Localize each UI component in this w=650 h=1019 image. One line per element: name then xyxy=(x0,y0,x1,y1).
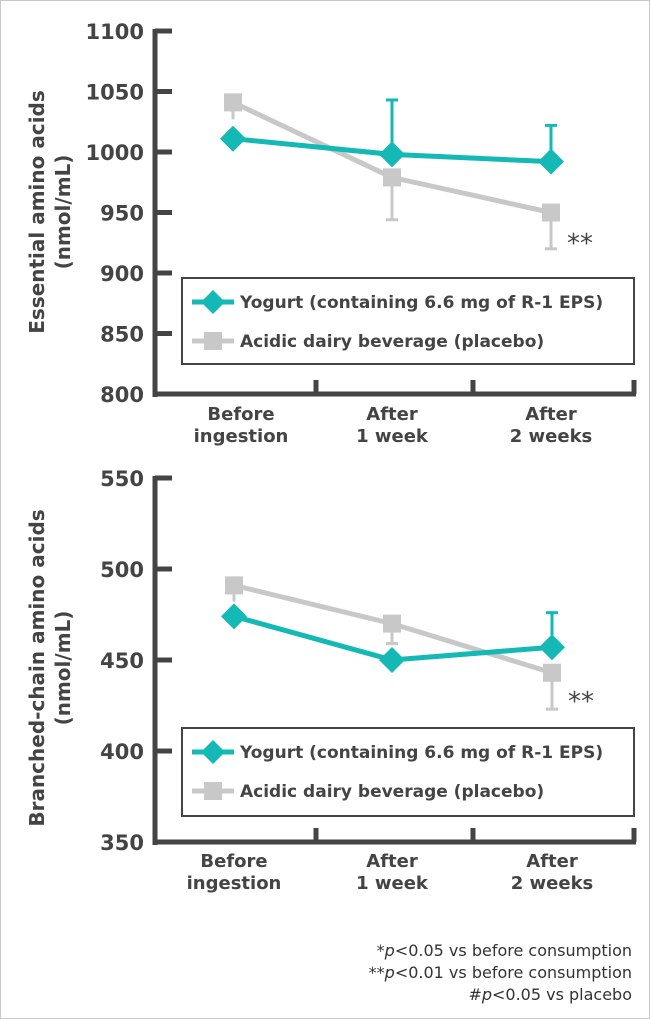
legend-placebo-label: Acidic dairy beverage (placebo) xyxy=(240,332,544,352)
yogurt-data-point xyxy=(379,141,405,168)
y-tick-label: 900 xyxy=(100,262,144,286)
y-tick-label: 850 xyxy=(100,323,144,347)
legend-box xyxy=(181,727,635,817)
placebo-data-point xyxy=(383,614,401,633)
yogurt-data-point xyxy=(379,647,405,673)
placebo-data-point xyxy=(542,203,560,222)
legend-yogurt-diamond-icon xyxy=(201,290,225,314)
yogurt-data-point xyxy=(538,148,564,175)
footnote-3: #p<0.05 vs placebo xyxy=(468,985,632,1004)
placebo-data-point xyxy=(224,93,242,112)
y-axis-title: Branched-chain amino acids xyxy=(25,509,49,826)
y-tick-label: 400 xyxy=(100,740,144,764)
y-axis-title: Essential amino acids xyxy=(25,90,49,334)
x-tick-label: After 1 week xyxy=(356,404,429,447)
legend-placebo-label: Acidic dairy beverage (placebo) xyxy=(240,782,544,802)
footnote-2: **p<0.01 vs before consumption xyxy=(369,963,632,982)
x-tick-label: Before ingestion xyxy=(194,404,289,447)
yogurt-data-point xyxy=(220,125,246,152)
placebo-data-point xyxy=(543,663,561,682)
essential-amino-acids-chart: Essential amino acids (nmol/mL) 800 850 900 9… xyxy=(25,20,637,447)
legend-placebo-square-icon xyxy=(204,782,222,800)
y-tick-label: 350 xyxy=(100,831,144,855)
y-tick-label: 1100 xyxy=(86,20,144,44)
legend-yogurt-diamond-icon xyxy=(201,740,225,764)
footnote-1: *p<0.05 vs before consumption xyxy=(377,941,632,960)
legend-box xyxy=(181,277,635,365)
placebo-data-point xyxy=(383,168,401,187)
y-axis-unit: (nmol/mL) xyxy=(51,155,75,270)
x-tick-label: After 1 week xyxy=(356,851,429,894)
x-tick-label: Before ingestion xyxy=(187,851,282,894)
significance-marker: ** xyxy=(568,687,594,717)
y-tick-label: 500 xyxy=(100,558,144,582)
legend-yogurt-label: Yogurt (containing 6.6 mg of R-1 EPS) xyxy=(239,743,603,763)
yogurt-data-point xyxy=(221,603,247,630)
footnotes: *p<0.05 vs before consumption **p<0.01 v… xyxy=(369,941,632,1004)
y-tick-label: 950 xyxy=(100,202,144,226)
x-tick-label: After 2 weeks xyxy=(511,851,594,894)
yogurt-data-point xyxy=(539,634,565,661)
placebo-data-point xyxy=(225,576,243,595)
y-axis-unit: (nmol/mL) xyxy=(51,611,75,726)
y-tick-label: 1050 xyxy=(86,81,144,105)
legend-yogurt-label: Yogurt (containing 6.6 mg of R-1 EPS) xyxy=(239,293,603,313)
branched-chain-amino-acids-chart: Branched-chain amino acids (nmol/mL) 350 40… xyxy=(25,467,637,894)
y-tick-label: 800 xyxy=(100,383,144,407)
significance-marker: ** xyxy=(567,229,593,259)
y-tick-label: 450 xyxy=(100,649,144,673)
legend-placebo-square-icon xyxy=(204,332,222,350)
y-tick-label: 550 xyxy=(100,467,144,491)
y-tick-label: 1000 xyxy=(86,141,144,165)
x-tick-label: After 2 weeks xyxy=(510,404,593,447)
